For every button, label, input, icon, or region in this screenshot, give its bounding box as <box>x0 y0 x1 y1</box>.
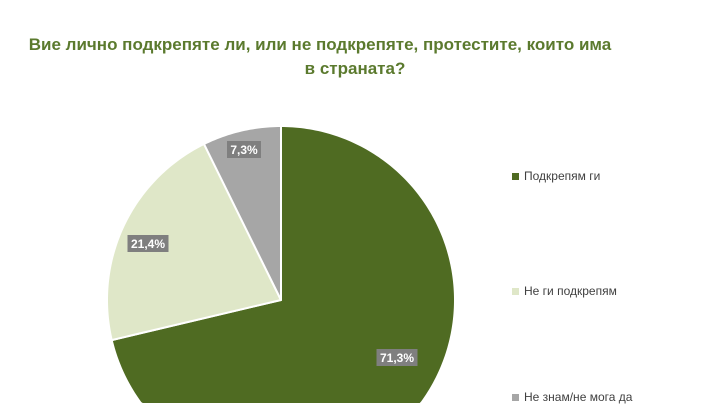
pie-slice <box>202 125 282 301</box>
data-label: 21,4% <box>127 235 169 252</box>
data-label-text: 21,4% <box>131 237 165 251</box>
legend-label: Не ги подкрепям <box>524 284 617 298</box>
legend-item: Не знам/не мога да <box>512 391 632 404</box>
chart-title: Вие лично подкрепяте ли, или не подкрепя… <box>0 33 720 81</box>
pie-slice <box>106 142 282 342</box>
chart-title-line-1: Вие лично подкрепяте ли, или не подкрепя… <box>28 35 612 54</box>
legend-swatch <box>512 288 519 295</box>
legend-swatch <box>512 394 519 401</box>
data-label-text: 7,3% <box>230 143 258 157</box>
data-label-background <box>127 235 169 252</box>
legend-label: Подкрепям ги <box>524 169 601 183</box>
legend-swatch <box>512 173 519 180</box>
legend-item: Подкрепям ги <box>512 170 600 183</box>
data-label: 71,3% <box>376 349 418 366</box>
data-label: 7,3% <box>227 141 261 158</box>
data-label-text: 71,3% <box>380 351 414 365</box>
data-label-background <box>376 349 418 366</box>
legend-label: Не знам/не мога да <box>524 390 633 404</box>
legend-item: Не ги подкрепям <box>512 285 617 298</box>
data-label-background <box>227 141 261 158</box>
pie-slice <box>110 125 456 405</box>
chart-title-line-2: в страната? <box>304 59 406 78</box>
